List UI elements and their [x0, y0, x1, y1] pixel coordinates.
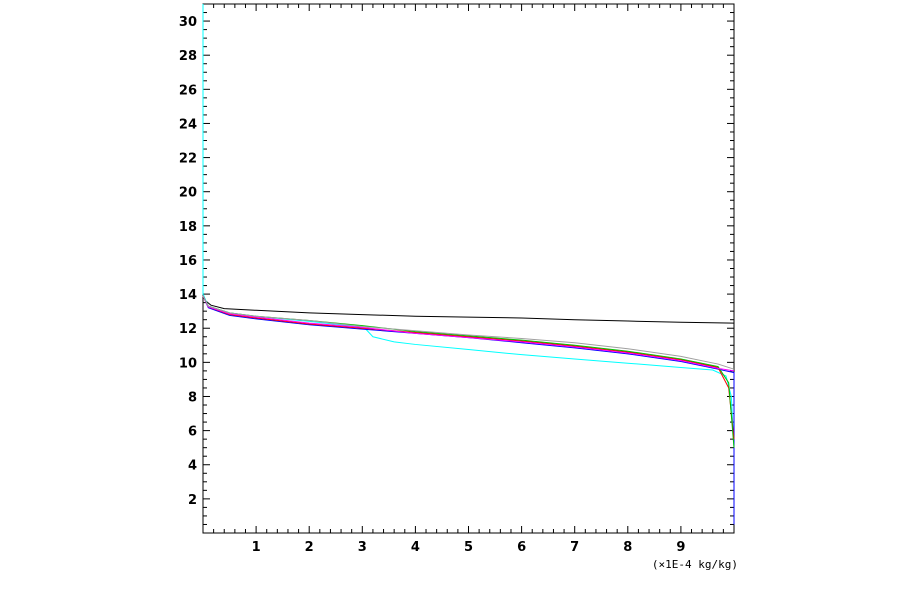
series-line-1: [202, 293, 735, 324]
x-tick-label: 4: [411, 540, 420, 555]
y-tick-label: 4: [188, 459, 197, 474]
x-tick-label: 3: [358, 540, 367, 555]
y-tick-label: 18: [179, 220, 197, 235]
series-line-6: [202, 295, 735, 372]
y-tick-label: 28: [179, 49, 197, 64]
plot-frame: [202, 3, 735, 534]
y-tick-label: 22: [179, 152, 197, 167]
y-tick-label: 26: [179, 83, 197, 98]
x-tick-label: 1: [252, 540, 261, 555]
y-tick-label: 30: [179, 15, 197, 30]
y-tick-label: 8: [188, 390, 197, 405]
y-tick-label: 2: [188, 493, 197, 508]
y-tick-label: 6: [188, 425, 197, 440]
y-tick-label: 16: [179, 254, 197, 269]
x-unit-label: (×1E-4 kg/kg): [652, 558, 738, 571]
y-tick-label: 12: [179, 322, 197, 337]
series-line-2: [202, 4, 735, 525]
series-lines: [202, 4, 735, 525]
series-line-4: [202, 295, 735, 440]
series-line-7: [202, 295, 735, 370]
y-tick-label: 24: [179, 117, 197, 132]
x-tick-labels: 1 2 3 4 5 6 7 8 9: [252, 540, 686, 555]
x-tick-label: 9: [676, 540, 685, 555]
y-tick-label: 14: [179, 288, 197, 303]
x-tick-label: 2: [305, 540, 314, 555]
x-tick-label: 6: [517, 540, 526, 555]
y-tick-label: 10: [179, 356, 197, 371]
axis-ticks: [202, 3, 735, 534]
x-tick-label: 8: [623, 540, 632, 555]
y-tick-label: 20: [179, 186, 197, 201]
x-tick-label: 5: [464, 540, 473, 555]
series-line-3: [202, 295, 735, 525]
x-tick-label: 7: [570, 540, 579, 555]
